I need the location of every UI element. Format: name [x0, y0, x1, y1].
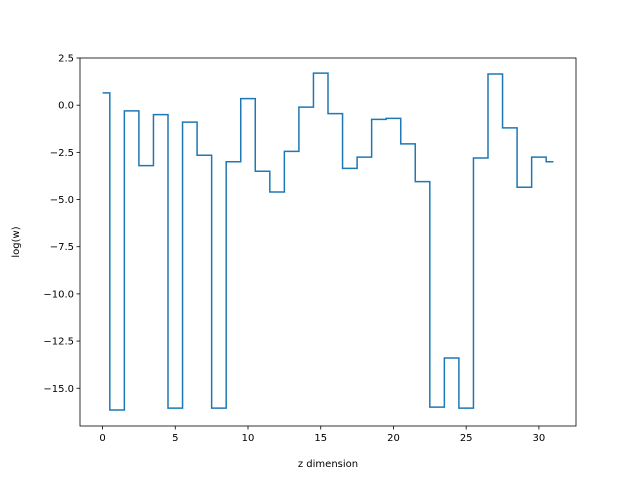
x-tick-label: 20: [387, 433, 400, 444]
y-axis-label: log(w): [11, 226, 22, 257]
data-layer: [102, 72, 554, 411]
x-tick-label: 30: [533, 433, 546, 444]
x-tick-label: 0: [99, 433, 105, 444]
x-tick-label: 5: [172, 433, 178, 444]
x-axis-label: z dimension: [298, 459, 358, 470]
y-axis-ticks: 2.5 0.0 −2.5 −5.0 −7.5 −10.0 −12.5 −15.0: [43, 54, 80, 395]
y-tick-label: 0.0: [58, 101, 74, 112]
y-tick-label: −10.0: [43, 289, 74, 300]
axes-frame: [79, 57, 577, 427]
series-line: [102, 72, 554, 411]
y-tick-label: −2.5: [50, 148, 74, 159]
plot-area: [80, 58, 576, 426]
y-tick-label: −15.0: [43, 384, 74, 395]
x-tick-label: 10: [242, 433, 255, 444]
y-tick-label: −7.5: [50, 242, 74, 253]
x-tick-label: 25: [460, 433, 473, 444]
x-tick-label: 15: [314, 433, 327, 444]
y-tick-label: −12.5: [43, 337, 74, 348]
y-tick-label: −5.0: [50, 195, 74, 206]
x-axis-ticks: 0 5 10 15 20 25 30: [99, 426, 545, 444]
y-tick-label: 2.5: [58, 54, 74, 65]
